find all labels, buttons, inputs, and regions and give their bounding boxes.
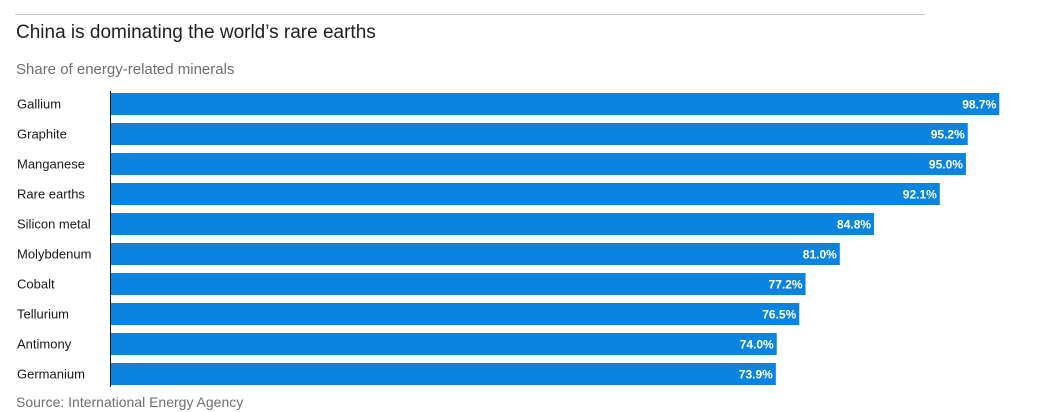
chart-subtitle: Share of energy-related minerals <box>16 61 235 78</box>
bar <box>110 363 776 385</box>
category-label: Graphite <box>17 127 67 142</box>
value-label: 84.8% <box>837 218 871 232</box>
bar <box>110 273 806 295</box>
category-label: Gallium <box>17 97 61 112</box>
bar <box>110 123 968 145</box>
value-label: 95.0% <box>929 158 963 172</box>
value-label: 95.2% <box>931 128 965 142</box>
bar <box>110 303 800 325</box>
bar <box>110 333 777 355</box>
value-label: 76.5% <box>762 308 796 322</box>
value-label: 73.9% <box>739 368 773 382</box>
category-label: Cobalt <box>17 277 55 292</box>
top-rule <box>15 14 925 15</box>
category-label: Silicon metal <box>17 217 91 232</box>
bar <box>110 243 840 265</box>
value-label: 92.1% <box>903 188 937 202</box>
category-label: Germanium <box>17 367 85 382</box>
bar <box>110 183 940 205</box>
value-label: 77.2% <box>769 278 803 292</box>
value-label: 81.0% <box>803 248 837 262</box>
value-label: 98.7% <box>962 98 996 112</box>
bar-chart: Gallium 98.7% Graphite 95.2% Manganese 95.0% R… <box>17 91 1000 387</box>
category-label: Tellurium <box>17 307 69 322</box>
bar <box>110 213 875 235</box>
category-label: Molybdenum <box>17 247 91 262</box>
value-label: 74.0% <box>740 338 774 352</box>
category-label: Manganese <box>17 157 85 172</box>
source-note: Source: International Energy Agency <box>16 394 244 410</box>
bar <box>110 93 1000 115</box>
category-label: Antimony <box>17 337 72 352</box>
category-label: Rare earths <box>17 187 85 202</box>
chart-title: China is dominating the world’s rare ear… <box>16 22 376 43</box>
bar <box>110 153 966 175</box>
